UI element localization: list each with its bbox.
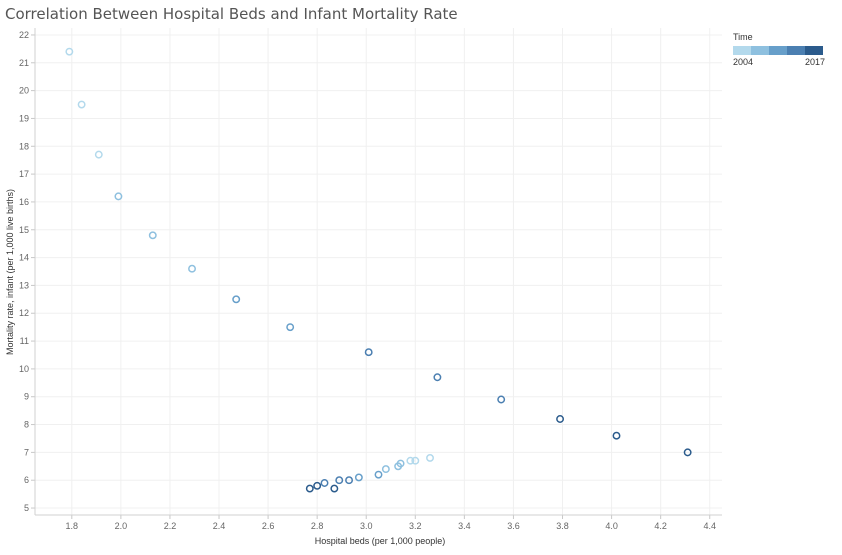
data-point <box>286 323 295 332</box>
data-point <box>381 465 390 474</box>
y-tick-label: 22 <box>19 30 29 40</box>
data-point <box>148 231 157 240</box>
data-point <box>364 348 373 357</box>
y-tick-label: 17 <box>19 169 29 179</box>
data-point <box>313 481 322 490</box>
data-point <box>330 484 339 493</box>
y-tick-label: 6 <box>24 475 29 485</box>
y-tick-label: 20 <box>19 86 29 96</box>
data-point <box>354 473 363 482</box>
x-tick-label: 3.2 <box>409 521 422 531</box>
data-points <box>65 47 692 493</box>
chart-title: Correlation Between Hospital Beds and In… <box>5 5 458 23</box>
data-point <box>94 150 103 159</box>
x-axis-label: Hospital beds (per 1,000 people) <box>315 536 446 546</box>
data-point <box>411 456 420 465</box>
y-tick-label: 12 <box>19 308 29 318</box>
data-point <box>394 462 403 471</box>
data-point <box>232 295 241 304</box>
data-point <box>683 448 692 457</box>
y-tick-label: 10 <box>19 364 29 374</box>
x-tick-labels: 1.8 2.0 2.2 2.4 2.6 2.8 3.0 3.2 3.4 3.6 3.8 4.0 4.2 4… <box>66 521 716 531</box>
grid-lines <box>35 28 722 515</box>
y-tick-label: 5 <box>24 503 29 513</box>
y-tick-label: 16 <box>19 197 29 207</box>
x-tick-label: 3.8 <box>556 521 569 531</box>
data-point <box>497 395 506 404</box>
data-point <box>65 47 74 56</box>
legend-color-swatch <box>787 46 805 55</box>
data-point <box>374 470 383 479</box>
x-tick-label: 3.0 <box>360 521 373 531</box>
x-tick-label: 2.2 <box>164 521 177 531</box>
x-tick-label: 2.0 <box>115 521 128 531</box>
y-tick-label: 18 <box>19 141 29 151</box>
y-axis-label: Mortality rate, infant (per 1,000 live b… <box>5 189 15 355</box>
y-tick-label: 14 <box>19 253 29 263</box>
x-tick-label: 2.4 <box>213 521 226 531</box>
legend-color-ramp <box>733 46 823 55</box>
color-legend[interactable]: Time 2004 2017 <box>733 32 825 67</box>
data-point <box>320 479 329 487</box>
x-tick-label: 2.6 <box>262 521 275 531</box>
y-tick-label: 8 <box>24 420 29 430</box>
x-tick-label: 4.0 <box>605 521 618 531</box>
x-tick-label: 2.8 <box>311 521 324 531</box>
x-tick-label: 3.6 <box>507 521 520 531</box>
y-tick-labels: 5 6 7 8 9 10 11 12 13 14 15 16 17 18 19 20 21 22 <box>19 30 29 513</box>
legend-color-swatch <box>733 46 751 55</box>
data-point <box>433 373 442 382</box>
data-point <box>345 476 354 485</box>
data-point <box>406 456 415 465</box>
y-tick-label: 7 <box>24 447 29 457</box>
x-tick-label: 1.8 <box>66 521 79 531</box>
legend-color-swatch <box>769 46 787 55</box>
y-tick-label: 11 <box>20 336 29 346</box>
y-tick-label: 15 <box>19 225 29 235</box>
y-tick-label: 9 <box>24 392 29 402</box>
data-point <box>426 454 434 462</box>
data-point <box>77 100 86 109</box>
legend-end-label: 2017 <box>804 57 825 67</box>
legend-title: Time <box>733 32 753 42</box>
data-point <box>114 192 123 201</box>
data-point <box>188 264 196 273</box>
axes <box>31 28 722 519</box>
y-tick-label: 21 <box>19 58 29 68</box>
legend-color-swatch <box>805 46 823 55</box>
x-tick-label: 3.4 <box>458 521 471 531</box>
x-tick-label: 4.2 <box>654 521 667 531</box>
x-tick-label: 4.4 <box>703 521 716 531</box>
y-tick-label: 13 <box>19 280 29 290</box>
y-tick-label: 19 <box>19 113 29 123</box>
data-point <box>556 415 565 423</box>
data-point <box>612 431 621 440</box>
legend-color-swatch <box>751 46 769 55</box>
legend-start-label: 2004 <box>733 57 754 67</box>
data-point <box>335 476 344 485</box>
data-point <box>305 484 314 493</box>
